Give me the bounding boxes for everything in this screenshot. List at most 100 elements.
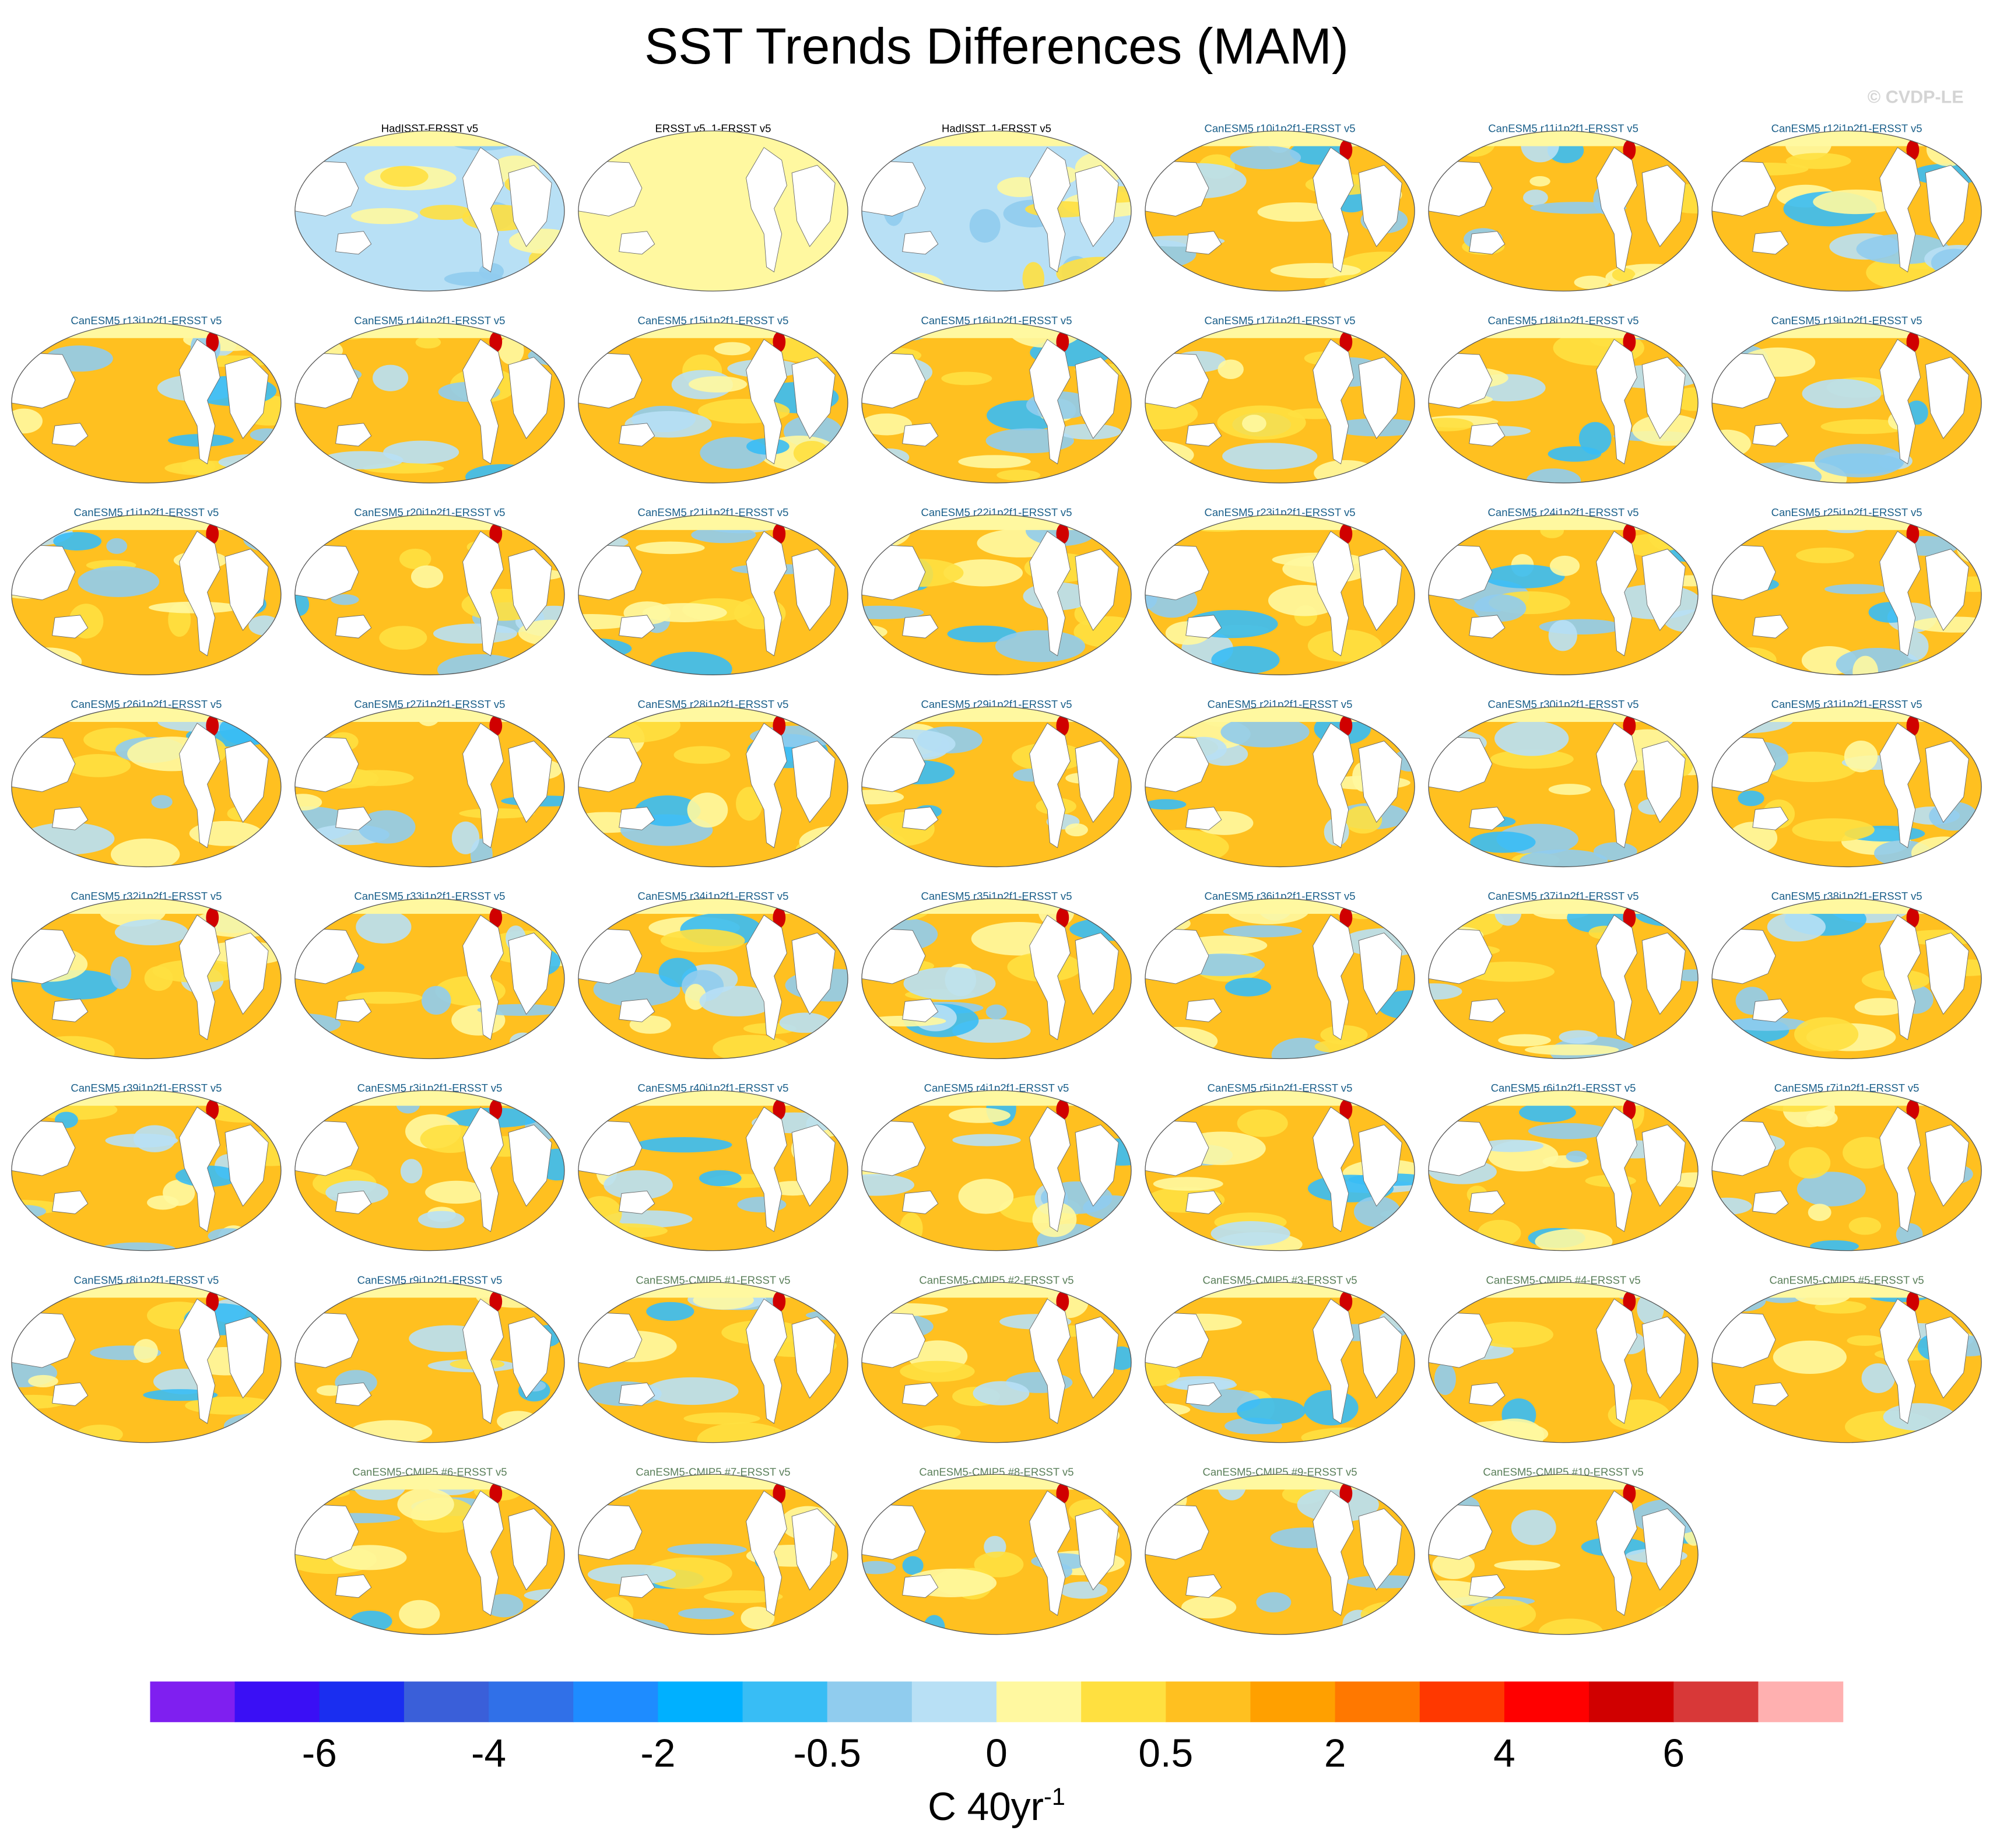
map-field xyxy=(1712,131,1982,292)
map-blob xyxy=(294,847,337,867)
map-blob xyxy=(1324,275,1382,290)
continent xyxy=(1185,615,1222,639)
map-blob xyxy=(1672,387,1699,411)
map-field xyxy=(11,706,281,867)
map-outline xyxy=(861,1282,1132,1443)
map-blob xyxy=(331,594,359,605)
map-blob xyxy=(861,413,913,436)
map-blob xyxy=(133,1125,176,1152)
polar-band xyxy=(11,1282,281,1298)
map-blob xyxy=(221,1282,281,1298)
map-outline xyxy=(861,706,1132,868)
map-blob xyxy=(794,514,836,535)
map-outline xyxy=(1711,514,1982,675)
map-outline xyxy=(1428,706,1699,868)
map-blob xyxy=(321,451,403,469)
polar-band xyxy=(294,706,564,722)
panels: HadISST-ERSST v5 ERSST v5_1-ERSST v5 HadIS… xyxy=(11,122,1982,1635)
polar-band xyxy=(11,322,281,338)
map-field xyxy=(11,1090,281,1251)
map-blob xyxy=(1224,977,1272,997)
map-blob xyxy=(1181,1596,1237,1619)
map-blob xyxy=(1773,1340,1847,1374)
map-blob xyxy=(1538,1618,1603,1635)
map-panel: CanESM5-CMIP5 #10-ERSST v5 xyxy=(1428,1465,1699,1635)
panel-title: CanESM5 r3i1p2f1-ERSST v5 xyxy=(357,1082,503,1094)
map-panel: CanESM5 r39i1p2f1-ERSST v5 xyxy=(11,1082,282,1251)
hotspot xyxy=(1056,331,1069,352)
continent xyxy=(791,1316,836,1399)
continent xyxy=(1145,1119,1209,1176)
continent xyxy=(746,147,787,273)
hotspot xyxy=(773,1099,786,1120)
map-panel: CanESM5 r33i1p2f1-ERSST v5 xyxy=(294,890,565,1060)
hotspot xyxy=(1056,716,1069,736)
map-field xyxy=(1712,898,1982,1059)
map-blob xyxy=(358,810,416,844)
colorbar-box xyxy=(742,1681,828,1723)
map-field xyxy=(11,898,281,1059)
continent xyxy=(1596,914,1637,1040)
continent xyxy=(294,927,359,984)
continent xyxy=(1313,531,1354,657)
map-blob xyxy=(1962,902,1982,924)
map-field xyxy=(11,1282,281,1443)
map-panel: CanESM5 r12i1p2f1-ERSST v5 xyxy=(1711,122,1982,292)
map-panel: HadISST_1-ERSST v5 xyxy=(861,122,1132,292)
map-blob xyxy=(27,1036,115,1059)
continent xyxy=(902,615,939,639)
panel-title: CanESM5 r28i1p2f1-ERSST v5 xyxy=(637,698,788,710)
colorbar-box xyxy=(996,1681,1082,1723)
map-outline xyxy=(11,706,282,868)
map-panel: CanESM5 r18i1p2f1-ERSST v5 xyxy=(1428,314,1699,483)
continent xyxy=(861,1503,926,1560)
continent xyxy=(1641,1508,1686,1591)
continent xyxy=(1313,147,1354,273)
continent xyxy=(508,1124,552,1207)
continent xyxy=(294,160,359,216)
continent xyxy=(11,1311,76,1368)
continent xyxy=(1596,147,1637,273)
map-blob xyxy=(973,1381,1030,1405)
continent xyxy=(1358,164,1402,247)
polar-band xyxy=(294,514,564,530)
colorbar-tick-label: 0 xyxy=(985,1732,1008,1776)
map-blob xyxy=(1360,1600,1415,1629)
panel-title: CanESM5 r8i1p2f1-ERSST v5 xyxy=(74,1274,219,1286)
map-blob xyxy=(587,1564,676,1585)
map-outline xyxy=(11,1282,282,1443)
continent xyxy=(1641,741,1686,823)
continent xyxy=(1429,1503,1493,1560)
map-panel: CanESM5 r19i1p2f1-ERSST v5 xyxy=(1711,314,1982,483)
map-blob xyxy=(1712,1230,1765,1249)
map-blob xyxy=(1065,823,1088,837)
continent xyxy=(578,1503,643,1560)
colorbar-box xyxy=(1589,1681,1674,1723)
continent xyxy=(791,1124,836,1207)
map-field xyxy=(1429,706,1699,867)
continent xyxy=(791,549,836,631)
polar-band xyxy=(1429,131,1699,146)
map-blob xyxy=(578,1284,645,1302)
panel-title: CanESM5 r25i1p2f1-ERSST v5 xyxy=(1771,506,1922,518)
map-panel: CanESM5 r28i1p2f1-ERSST v5 xyxy=(578,698,848,868)
map-blob xyxy=(1220,716,1310,748)
colorbar-tick-label: -2 xyxy=(640,1732,675,1776)
polar-band xyxy=(578,1474,848,1490)
map-blob xyxy=(1767,752,1858,783)
hotspot xyxy=(1906,1099,1920,1120)
map-blob xyxy=(969,209,1001,243)
continent xyxy=(1429,352,1493,409)
map-blob xyxy=(1861,1363,1895,1393)
continent xyxy=(1752,231,1789,255)
map-blob xyxy=(808,712,848,737)
map-blob xyxy=(861,514,911,548)
map-field xyxy=(578,898,848,1059)
continent xyxy=(1185,231,1222,255)
panel-title: CanESM5 r33i1p2f1-ERSST v5 xyxy=(354,890,505,902)
map-blob xyxy=(1242,415,1266,433)
polar-band xyxy=(294,1090,564,1106)
continent xyxy=(1145,352,1209,409)
continent xyxy=(791,932,836,1015)
polar-band xyxy=(1145,131,1415,146)
